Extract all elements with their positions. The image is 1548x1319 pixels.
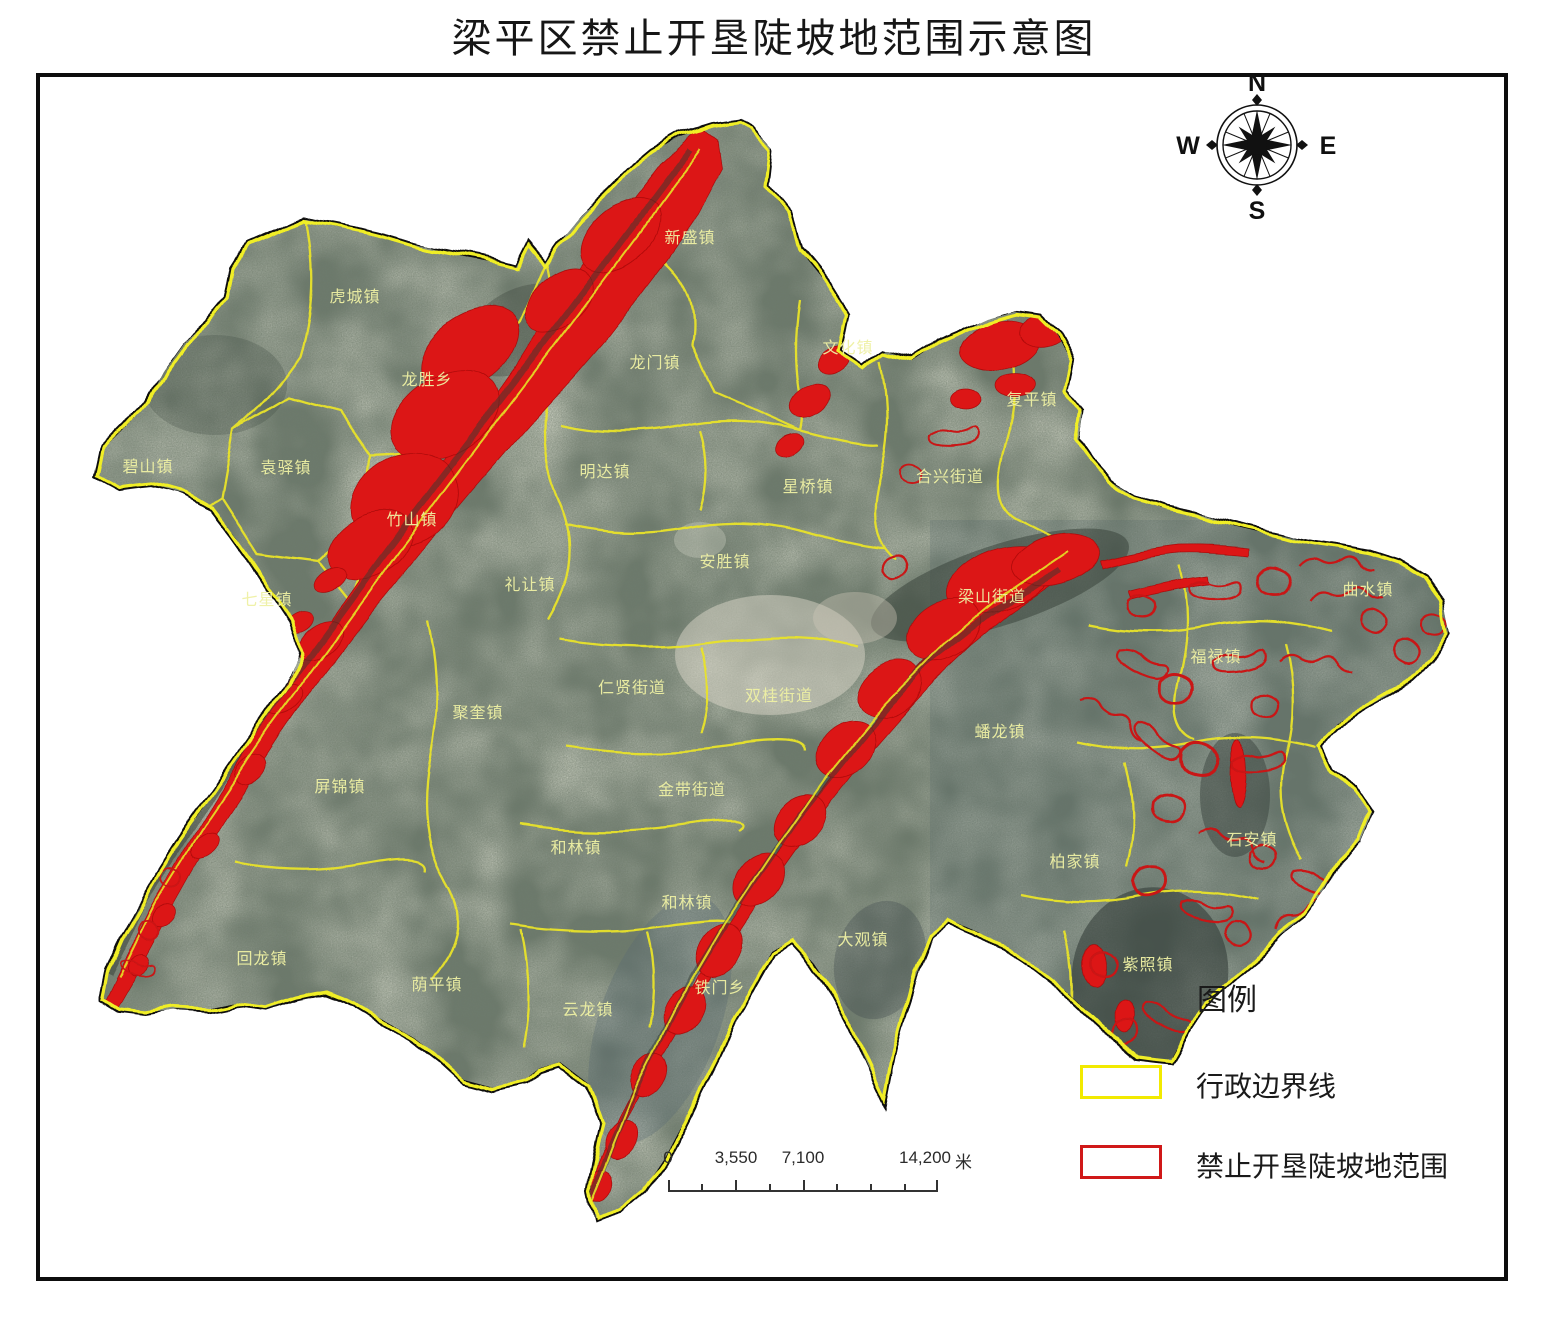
compass-south-label: S: [1249, 197, 1266, 225]
town-label: 蟠龙镇: [974, 723, 1025, 741]
town-label: 荫平镇: [411, 976, 462, 994]
town-label: 紫照镇: [1122, 956, 1173, 974]
town-label: 复平镇: [1006, 391, 1057, 409]
town-label: 袁驿镇: [260, 459, 311, 477]
town-label: 新盛镇: [664, 229, 715, 247]
town-label: 石安镇: [1226, 831, 1277, 849]
town-label: 竹山镇: [386, 511, 437, 529]
scale-tick-label: 3,550: [714, 1148, 758, 1167]
legend-title: 图例: [1197, 984, 1257, 1017]
compass-east-label: E: [1320, 132, 1337, 160]
restricted-zone-swatch: [1080, 1145, 1162, 1179]
scale-tick-label: 7,100: [781, 1148, 825, 1167]
town-label: 柏家镇: [1049, 853, 1100, 871]
legend: 图例 行政边界线 禁止开垦陡坡地范围: [1044, 975, 1464, 1183]
urban-area-patch: [675, 595, 865, 715]
compass-north-label: N: [1248, 69, 1266, 97]
town-label: 聚奎镇: [452, 704, 503, 722]
page-title: 梁平区禁止开垦陡坡地范围示意图: [451, 16, 1097, 61]
town-label: 屏锦镇: [314, 778, 365, 796]
town-label: 金带街道: [658, 781, 726, 799]
town-label: 七星镇: [241, 591, 292, 609]
town-label: 礼让镇: [504, 576, 555, 594]
town-label: 福禄镇: [1190, 648, 1241, 666]
scale-tick-label: 0: [663, 1148, 673, 1167]
legend-item-admin-boundary: 行政边界线: [1044, 1065, 1464, 1103]
town-label: 虎城镇: [329, 288, 380, 306]
town-label: 和林镇: [661, 894, 712, 912]
town-label: 安胜镇: [699, 553, 750, 571]
map-frame: 新盛镇虎城镇龙胜乡 龙门镇 文化镇复平镇碧山镇 袁驿镇 明达镇星桥镇 合兴街道竹山镇安胜镇…: [36, 73, 1508, 1281]
town-label: 文化镇: [822, 339, 873, 357]
dark-forest-patch: [1071, 887, 1229, 1063]
scale-unit-label: 米: [955, 1153, 972, 1172]
town-label: 龙胜乡: [401, 371, 452, 389]
town-label: 星桥镇: [782, 478, 833, 496]
legend-item-label: 禁止开垦陡坡地范围: [1196, 1152, 1449, 1183]
scale-bar-line: [668, 1180, 938, 1192]
town-label: 和林镇: [550, 839, 601, 857]
compass-west-label: W: [1176, 132, 1200, 160]
legend-item-restricted-zone: 禁止开垦陡坡地范围: [1044, 1145, 1464, 1183]
town-label: 云龙镇: [562, 1001, 613, 1019]
legend-item-label: 行政边界线: [1196, 1072, 1337, 1103]
town-label: 曲水镇: [1342, 581, 1393, 599]
town-label: 仁贤街道: [598, 679, 666, 697]
town-label: 回龙镇: [236, 950, 287, 968]
town-label: 双桂街道: [745, 687, 813, 705]
scale-bar: 0 3,550 7,100 14,200 米: [640, 1148, 980, 1200]
town-label: 合兴街道: [916, 468, 984, 486]
admin-boundary-swatch: [1080, 1065, 1162, 1099]
town-label: 铁门乡: [694, 979, 745, 997]
town-label: 碧山镇: [122, 458, 173, 476]
town-label: 明达镇: [579, 463, 630, 481]
scale-tick-label: 14,200: [899, 1148, 951, 1167]
town-label: 梁山街道: [958, 588, 1026, 606]
compass-rose: N S W E: [1176, 69, 1337, 225]
town-label: 龙门镇: [629, 354, 680, 372]
town-label: 大观镇: [837, 931, 888, 949]
